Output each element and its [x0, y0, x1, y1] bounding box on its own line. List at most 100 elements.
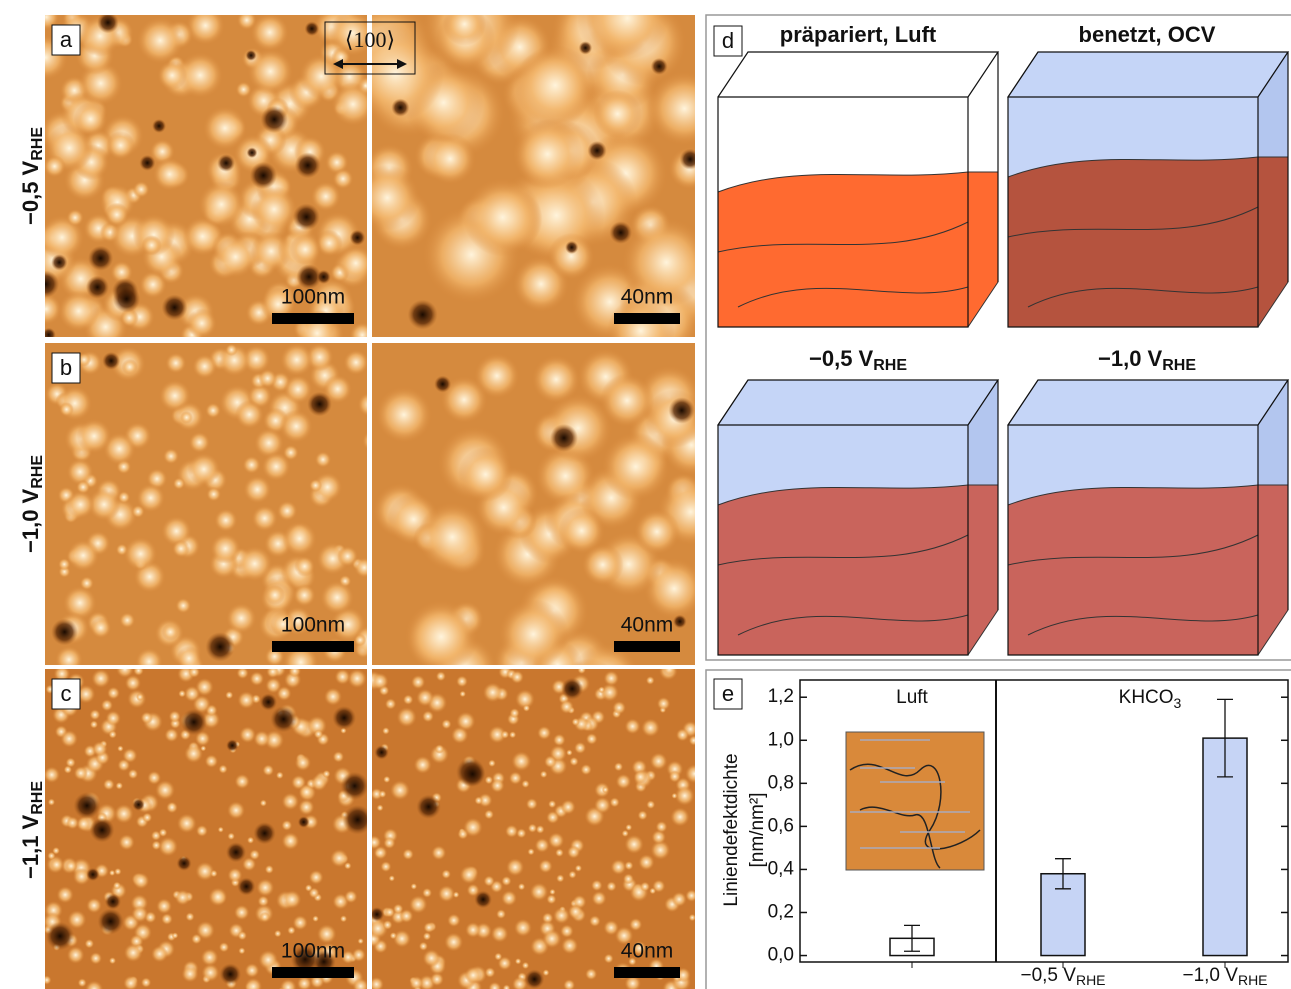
texture: [444, 932, 464, 952]
texture: [522, 704, 531, 712]
texture: [591, 891, 607, 906]
scale-bar: [272, 967, 354, 978]
texture: [275, 771, 284, 780]
texture: [505, 824, 519, 838]
texture: [491, 925, 509, 943]
texture: [332, 751, 345, 763]
texture: [72, 867, 91, 886]
texture: [357, 938, 364, 945]
title-text: −1,0 V: [1098, 346, 1163, 371]
box-edges: [717, 51, 1000, 328]
panel-label: d: [722, 28, 734, 53]
group-text: KHCO: [1119, 687, 1174, 708]
texture: [463, 817, 483, 837]
texture: [191, 933, 202, 945]
pit: [219, 963, 242, 986]
texture: [266, 669, 280, 679]
texture: [569, 756, 579, 767]
texture: [629, 918, 643, 931]
texture: [372, 835, 382, 850]
texture: [388, 875, 395, 882]
texture: [265, 677, 282, 694]
texture: [256, 878, 275, 897]
step-line: [1027, 286, 1259, 308]
texture: [313, 729, 324, 739]
pit: [524, 969, 545, 989]
texture: [288, 669, 302, 678]
slab-top: [1007, 156, 1289, 328]
texture: [606, 881, 617, 892]
texture: [227, 832, 235, 841]
group-label: Luft: [896, 687, 928, 708]
texture: [250, 15, 290, 52]
texture: [66, 816, 79, 830]
texture: [66, 946, 85, 964]
texture: [380, 861, 392, 873]
texture: [264, 730, 285, 750]
texture: [84, 938, 95, 949]
texture: [89, 709, 101, 721]
texture: [76, 418, 112, 454]
texture: [571, 717, 580, 726]
texture: [474, 796, 483, 805]
texture: [483, 875, 495, 887]
texture: [384, 698, 397, 710]
texture: [589, 915, 601, 927]
pit: [372, 907, 385, 922]
scale-bar: [614, 967, 680, 978]
texture: [214, 508, 238, 532]
texture: [57, 290, 100, 332]
pit: [237, 877, 256, 896]
texture: [165, 352, 187, 374]
texture: [512, 118, 583, 190]
schematics: [717, 51, 1290, 656]
y-tick-label: 0,6: [768, 815, 794, 836]
pit: [349, 229, 366, 246]
texture: [244, 977, 263, 989]
texture: [662, 669, 676, 676]
step-line: [1007, 534, 1259, 566]
scale-bar-label: 100nm: [281, 286, 345, 309]
texture: [628, 957, 637, 966]
texture: [484, 967, 496, 978]
texture: [404, 600, 478, 665]
texture: [459, 690, 466, 698]
texture: [609, 797, 620, 808]
group-label: KHCO3: [1119, 687, 1182, 711]
pit: [434, 375, 452, 393]
texture: [142, 812, 153, 823]
texture: [574, 864, 583, 872]
texture: [670, 807, 690, 827]
texture: [442, 15, 487, 46]
texture: [465, 922, 481, 938]
texture: [132, 872, 150, 890]
pit: [459, 760, 486, 788]
texture: [601, 786, 609, 794]
texture: [259, 911, 270, 922]
x-tick-label: −0,5 VRHE: [1020, 965, 1105, 988]
texture: [188, 431, 211, 454]
panel-label-box: [51, 24, 81, 56]
texture: [152, 157, 187, 191]
stm-image: [372, 15, 695, 337]
texture: [60, 730, 78, 748]
texture: [416, 688, 434, 707]
texture: [201, 963, 220, 982]
texture: [47, 798, 56, 806]
pit: [89, 817, 115, 843]
scale-bar: [614, 313, 680, 324]
pit: [176, 855, 192, 871]
texture: [65, 860, 78, 873]
schematic-box: [1007, 379, 1290, 656]
texture: [237, 930, 247, 941]
texture: [332, 168, 354, 190]
texture: [132, 181, 150, 198]
texture: [514, 918, 532, 937]
texture: [378, 790, 387, 798]
pit: [316, 269, 331, 284]
texture: [624, 718, 641, 735]
texture: [488, 759, 496, 768]
title-subscript: RHE: [873, 357, 907, 374]
texture: [66, 490, 95, 519]
